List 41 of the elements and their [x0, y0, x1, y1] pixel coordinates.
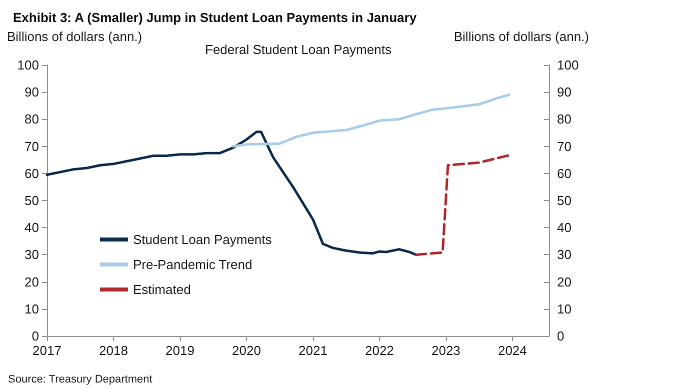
- y-tick-label: 60: [24, 166, 39, 181]
- x-tick-label: 2024: [498, 343, 527, 358]
- y2-tick-label: 0: [557, 328, 564, 344]
- y-tick-label: 80: [24, 112, 39, 127]
- legend-label: Pre-Pandemic Trend: [133, 257, 252, 272]
- x-tick-label: 2018: [99, 343, 128, 358]
- y-tick-label: 30: [24, 247, 39, 262]
- y2-tick-label: 100: [557, 58, 579, 72]
- chart-title: Exhibit 3: A (Smaller) Jump in Student Loan Payments in January: [13, 10, 418, 25]
- legend-label: Student Loan Payments: [133, 232, 272, 247]
- y2-tick-label: 40: [557, 220, 572, 236]
- x-tick-label: 2023: [431, 343, 460, 358]
- line-series: [414, 154, 510, 256]
- y-axis-title: Billions of dollars (ann.): [7, 29, 142, 44]
- y2-tick-label: 10: [557, 301, 572, 316]
- y2-tick-label: 20: [557, 274, 572, 290]
- x-tick-label: 2021: [298, 343, 328, 358]
- y-tick-label: 20: [24, 274, 39, 290]
- source-note: Source: Treasury Department: [8, 374, 152, 386]
- x-tick-label: 2022: [364, 343, 394, 358]
- line-series: [232, 94, 510, 148]
- y-tick-label: 70: [24, 138, 39, 154]
- y-tick-label: 90: [24, 84, 39, 100]
- y-tick-label: 0: [32, 328, 39, 344]
- y2-tick-label: 80: [557, 112, 572, 127]
- y2-tick-label: 90: [557, 84, 572, 100]
- line-series: [46, 130, 418, 256]
- x-tick-label: 2017: [32, 343, 62, 358]
- y-tick-label: 40: [24, 220, 39, 236]
- legend-label: Estimated: [133, 282, 191, 297]
- y-tick-label: 100: [17, 58, 39, 72]
- y2-tick-label: 60: [557, 166, 572, 181]
- x-tick-label: 2020: [232, 343, 261, 358]
- y-tick-label: 50: [24, 193, 39, 208]
- y2-tick-label: 70: [557, 138, 572, 154]
- chart-subtitle: Federal Student Loan Payments: [205, 42, 392, 57]
- x-tick-label: 2019: [166, 343, 194, 358]
- y2-tick-label: 50: [557, 193, 572, 208]
- y2-tick-label: 30: [557, 247, 572, 262]
- y-tick-label: 10: [24, 301, 39, 316]
- y2-axis-title: Billions of dollars (ann.): [454, 29, 589, 44]
